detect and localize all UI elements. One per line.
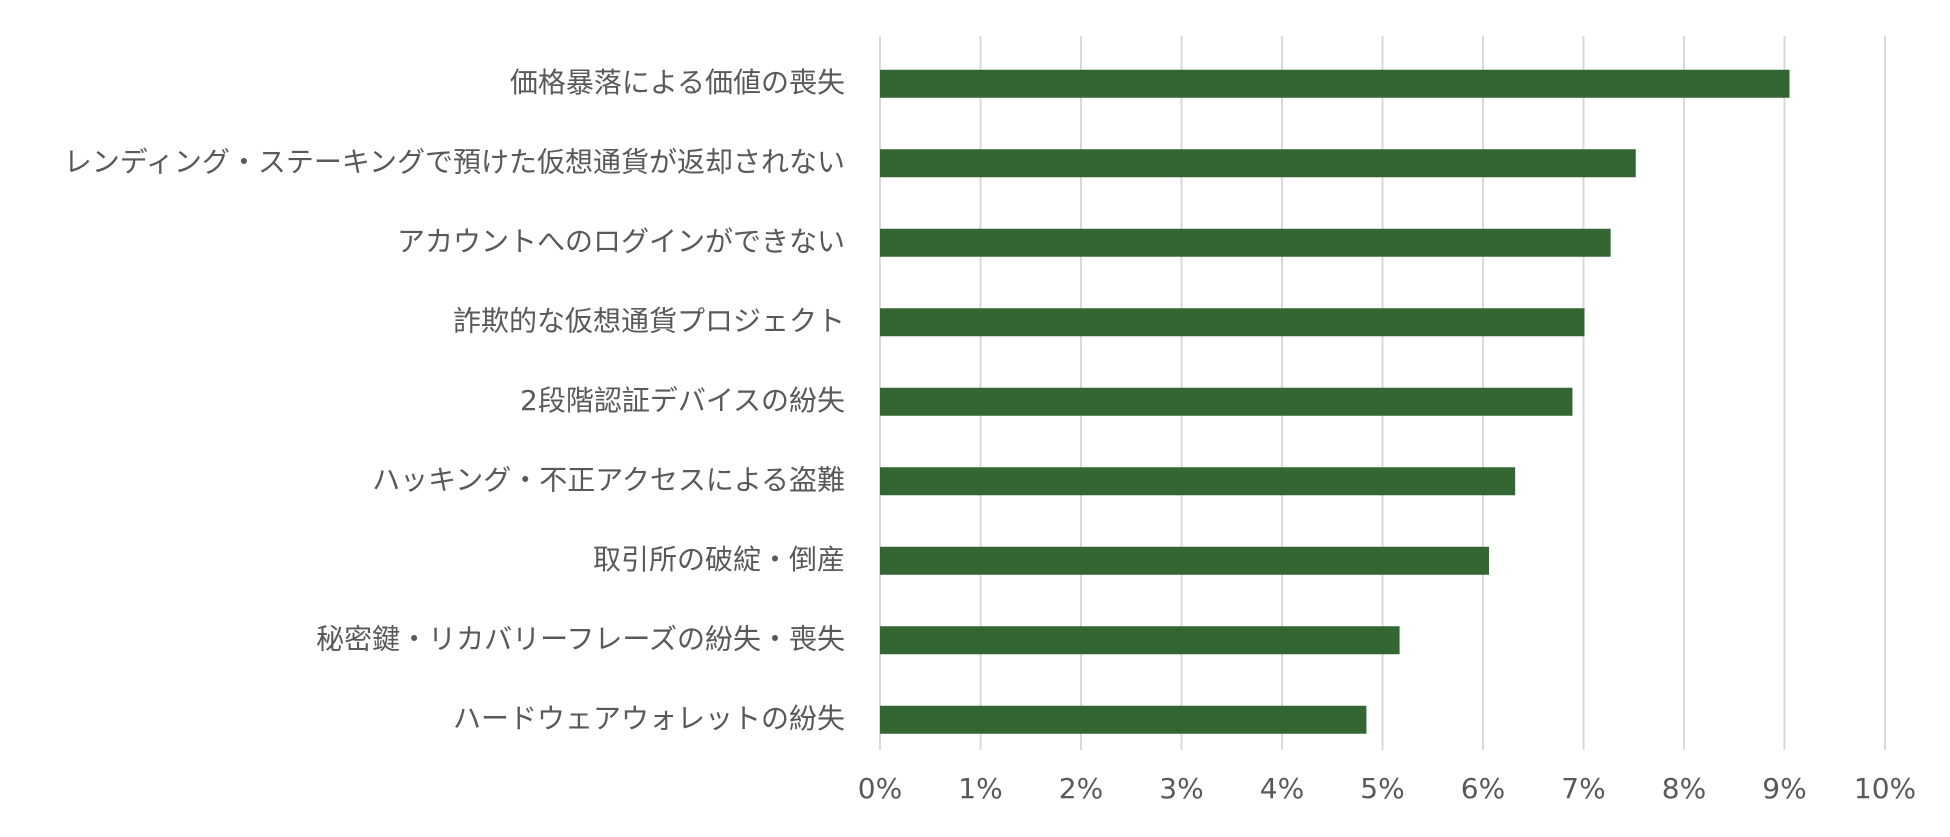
x-tick-label: 1%	[958, 772, 1002, 805]
x-tick-label: 0%	[858, 772, 902, 805]
category-label: アカウントへのログインができない	[397, 225, 845, 258]
category-label: ハードウェアウォレットの紛失	[453, 702, 845, 735]
x-tick-label: 8%	[1662, 772, 1706, 805]
x-tick-label: 4%	[1260, 772, 1304, 805]
x-tick-label: 5%	[1360, 772, 1404, 805]
category-label: 2段階認証デバイスの紛失	[520, 384, 845, 417]
category-label: レンディング・ステーキングで預けた仮想通貨が返却されない	[64, 145, 845, 178]
category-label: 価格暴落による価値の喪失	[510, 66, 845, 99]
category-label: 秘密鍵・リカバリーフレーズの紛失・喪失	[316, 622, 845, 655]
bars	[880, 69, 1790, 734]
x-tick-label: 7%	[1561, 772, 1605, 805]
bar	[880, 705, 1367, 734]
x-tick-label: 2%	[1059, 772, 1103, 805]
category-label: 詐欺的な仮想通貨プロジェクト	[453, 304, 845, 337]
x-tick-label: 3%	[1159, 772, 1203, 805]
x-tick-label: 6%	[1461, 772, 1505, 805]
category-label: ハッキング・不正アクセスによる盗難	[372, 463, 845, 496]
category-label: 取引所の破綻・倒産	[593, 543, 845, 576]
category-labels: 価格暴落による価値の喪失レンディング・ステーキングで預けた仮想通貨が返却されない…	[64, 66, 845, 735]
x-tick-label: 9%	[1762, 772, 1806, 805]
bar	[880, 387, 1573, 416]
bar	[880, 228, 1611, 257]
bar	[880, 467, 1516, 496]
bar	[880, 626, 1400, 655]
bar	[880, 308, 1585, 337]
x-tick-label: 10%	[1854, 772, 1916, 805]
bar	[880, 149, 1636, 178]
bar	[880, 69, 1790, 98]
bar	[880, 546, 1490, 575]
x-axis-tick-labels: 0% 1% 2% 3% 4% 5% 6% 7% 8% 9% 10%	[858, 772, 1916, 805]
